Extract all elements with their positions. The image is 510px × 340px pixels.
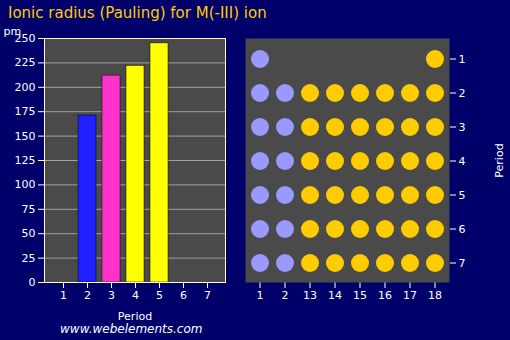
svg-text:5: 5 (156, 289, 163, 302)
svg-text:1: 1 (459, 53, 466, 66)
svg-text:15: 15 (353, 289, 367, 302)
svg-text:3: 3 (459, 121, 466, 134)
svg-text:1: 1 (60, 289, 67, 302)
svg-text:17: 17 (403, 289, 417, 302)
svg-text:7: 7 (204, 289, 211, 302)
svg-text:13: 13 (303, 289, 317, 302)
svg-text:75: 75 (22, 203, 36, 216)
html-text:Ionic radius (Pauling) for M(-: Ionic radius (Pauling) for M(-III) ion (8, 4, 267, 22)
svg-text:16: 16 (378, 289, 392, 302)
svg-text:14: 14 (328, 289, 342, 302)
svg-text:3: 3 (108, 289, 115, 302)
svg-text:7: 7 (459, 257, 466, 270)
svg-text:6: 6 (180, 289, 187, 302)
svg-text:100: 100 (15, 178, 36, 191)
svg-text:4: 4 (132, 289, 139, 302)
svg-text:4: 4 (459, 155, 466, 168)
svg-text:225: 225 (15, 56, 36, 69)
svg-text:200: 200 (15, 81, 36, 94)
svg-text:2: 2 (84, 289, 91, 302)
svg-text:1: 1 (257, 289, 264, 302)
svg-text:175: 175 (15, 105, 36, 118)
html-text:www.webelements.com: www.webelements.com (60, 322, 203, 336)
svg-text:Period: Period (493, 143, 506, 177)
svg-text:150: 150 (15, 130, 36, 143)
svg-text:250: 250 (14, 32, 36, 45)
svg-text:6: 6 (459, 223, 466, 236)
svg-text:0: 0 (29, 276, 36, 289)
svg-text:Period: Period (118, 310, 152, 323)
svg-text:25: 25 (22, 252, 36, 265)
svg-text:50: 50 (22, 227, 36, 240)
svg-text:5: 5 (459, 189, 466, 202)
svg-text:pm: pm (4, 25, 22, 38)
svg-text:2: 2 (282, 289, 289, 302)
svg-text:2: 2 (459, 87, 466, 100)
svg-text:125: 125 (15, 154, 36, 167)
svg-text:18: 18 (428, 289, 442, 302)
